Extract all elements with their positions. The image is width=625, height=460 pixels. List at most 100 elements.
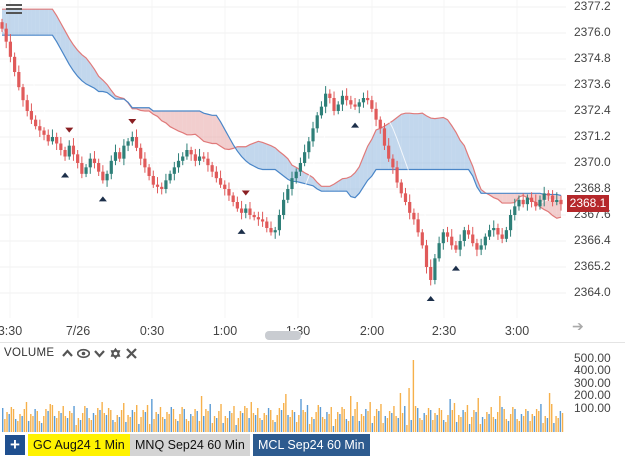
volume-bar: [123, 403, 125, 432]
volume-bar: [533, 416, 536, 432]
candle-body: [92, 158, 97, 163]
volume-bar: [460, 417, 462, 432]
price-chart-pane[interactable]: [0, 0, 566, 318]
volume-bar: [546, 418, 549, 432]
candle: [555, 192, 559, 206]
candle-body: [374, 108, 378, 120]
volume-bar: [561, 413, 564, 432]
candle: [424, 239, 429, 274]
candle-body: [147, 167, 151, 176]
candle-body: [450, 236, 454, 246]
volume-bar: [354, 409, 356, 432]
plus-icon[interactable]: +: [5, 435, 25, 455]
volume-bar: [151, 399, 153, 432]
candle: [269, 221, 273, 236]
close-icon[interactable]: [125, 347, 138, 360]
candle-body: [168, 173, 172, 181]
price-axis[interactable]: 2377.2 2376.0 2374.8 2373.6 2372.4 2371.2 2370…: [566, 0, 625, 318]
volume-bar: [484, 419, 486, 432]
candle-body: [38, 126, 42, 131]
candle: [345, 88, 349, 106]
time-axis[interactable]: 3:307/260:301:001:302:002:303:00: [0, 318, 566, 342]
candle: [181, 152, 185, 166]
candle: [88, 153, 92, 174]
candle: [101, 165, 105, 184]
tab-gc-aug24-1min[interactable]: GC Aug24 1 Min: [28, 434, 130, 456]
candle-body: [214, 171, 218, 179]
candle-body: [412, 212, 416, 220]
candle-body: [487, 230, 492, 237]
eye-icon[interactable]: [77, 347, 91, 360]
volume-bar: [302, 410, 304, 432]
arrow-right-icon[interactable]: ➔: [572, 318, 584, 334]
volume-bar: [555, 416, 557, 432]
candle-body: [403, 193, 408, 202]
candle-body: [391, 158, 395, 168]
volume-bar: [49, 404, 51, 432]
candle-body: [500, 234, 504, 239]
cloud-segment: [321, 186, 326, 192]
cloud-segment: [464, 145, 469, 170]
candle: [105, 170, 109, 187]
candle-body: [370, 100, 374, 109]
hamburger-menu-icon[interactable]: [6, 2, 22, 16]
candle: [336, 101, 340, 115]
volume-bar: [267, 408, 270, 432]
volume-bar: [120, 410, 123, 432]
candle: [260, 211, 265, 227]
scroll-handle[interactable]: [265, 331, 301, 340]
volume-bar: [62, 406, 64, 432]
chevron-up-icon[interactable]: [61, 347, 74, 360]
volume-bar: [133, 412, 136, 432]
volume-bar: [200, 396, 203, 432]
volume-bar: [475, 412, 477, 432]
cloud-segment: [216, 115, 221, 147]
candle-body: [126, 141, 130, 146]
volume-bar: [75, 425, 77, 432]
candle-body: [357, 102, 361, 107]
cloud-segment: [367, 139, 372, 181]
cloud-segment: [48, 9, 53, 36]
candle: [143, 152, 147, 173]
cloud-segment: [44, 9, 49, 36]
candle-body: [555, 199, 559, 202]
volume-bar: [360, 414, 363, 432]
volume-bar: [434, 413, 436, 432]
pane-divider[interactable]: [0, 342, 625, 343]
time-tick-label: 7/26: [65, 324, 91, 338]
cloud-segment: [144, 107, 150, 111]
tab-mcl-sep24-60min[interactable]: MCL Sep24 60 Min: [253, 434, 370, 456]
volume-pane[interactable]: [0, 343, 566, 432]
candle-body: [105, 173, 109, 181]
volume-bar: [270, 410, 272, 432]
cloud-segment: [455, 132, 461, 170]
candle: [55, 132, 59, 150]
sell-marker: [241, 190, 250, 196]
volume-bar: [40, 423, 43, 432]
volume-bar: [53, 416, 56, 432]
candle: [349, 95, 353, 109]
candle: [378, 116, 382, 134]
candle-body: [496, 228, 500, 235]
chevron-down-icon[interactable]: [93, 347, 106, 360]
candle-body: [466, 230, 471, 235]
cloud-segment: [418, 113, 423, 170]
candle: [420, 229, 424, 249]
volume-bar: [505, 419, 508, 432]
volume-bar: [427, 408, 430, 432]
price-chart-svg[interactable]: [0, 0, 566, 318]
price-tick-label: 2368.8: [574, 181, 611, 195]
price-tick-label: 2370.0: [574, 155, 611, 169]
tab-mnq-sep24-60min[interactable]: MNQ Sep24 60 Min: [130, 434, 250, 456]
volume-bar: [525, 409, 527, 432]
cloud-segment: [413, 113, 419, 170]
volume-bar: [69, 411, 71, 432]
volume-bar: [77, 418, 80, 432]
buy-marker: [237, 228, 246, 234]
volume-bar: [148, 424, 151, 432]
time-tick-label: 2:30: [431, 324, 457, 338]
cloud-segment: [195, 111, 200, 138]
buy-marker: [98, 196, 107, 202]
gear-icon[interactable]: [109, 347, 122, 360]
volume-bar: [507, 421, 510, 432]
